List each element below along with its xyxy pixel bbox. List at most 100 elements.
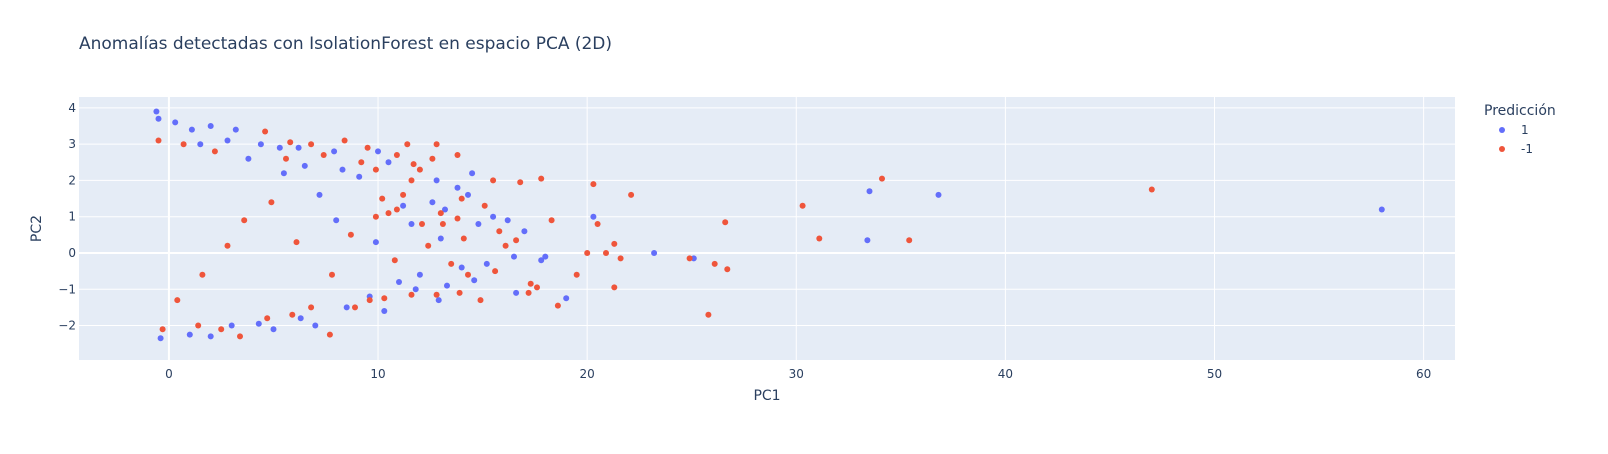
data-point[interactable] — [366, 297, 373, 304]
data-point[interactable] — [381, 308, 388, 314]
data-point[interactable] — [308, 141, 315, 148]
data-point[interactable] — [437, 235, 444, 242]
data-point[interactable] — [611, 284, 618, 291]
data-point[interactable] — [400, 202, 407, 209]
data-point[interactable] — [228, 322, 235, 329]
data-point[interactable] — [864, 237, 871, 244]
data-point[interactable] — [186, 331, 193, 338]
data-point[interactable] — [628, 191, 635, 198]
data-point[interactable] — [199, 271, 206, 278]
data-point[interactable] — [159, 326, 166, 333]
data-point[interactable] — [435, 297, 442, 304]
data-point[interactable] — [153, 108, 160, 115]
data-point[interactable] — [352, 304, 358, 311]
data-point[interactable] — [333, 217, 340, 224]
data-point[interactable] — [477, 297, 484, 304]
data-point[interactable] — [454, 184, 461, 191]
data-point[interactable] — [331, 148, 338, 155]
data-point[interactable] — [690, 255, 697, 262]
data-point[interactable] — [563, 295, 570, 302]
data-point[interactable] — [573, 271, 580, 278]
data-point[interactable] — [295, 144, 302, 151]
data-point[interactable] — [255, 320, 262, 327]
data-point[interactable] — [410, 161, 417, 168]
data-point[interactable] — [490, 177, 497, 184]
data-point[interactable] — [207, 333, 214, 340]
data-point[interactable] — [385, 159, 392, 166]
data-point[interactable] — [935, 191, 942, 198]
data-point[interactable] — [458, 264, 465, 271]
data-point[interactable] — [429, 199, 436, 206]
data-point[interactable] — [372, 166, 379, 173]
data-point[interactable] — [326, 331, 333, 338]
data-point[interactable] — [456, 289, 463, 296]
data-point[interactable] — [224, 137, 231, 144]
data-point[interactable] — [465, 271, 471, 278]
data-point[interactable] — [686, 255, 693, 262]
data-point[interactable] — [437, 210, 444, 217]
data-point[interactable] — [611, 240, 618, 247]
data-point[interactable] — [297, 315, 304, 322]
data-point[interactable] — [465, 191, 471, 198]
data-point[interactable] — [375, 148, 381, 155]
data-point[interactable] — [316, 191, 323, 198]
data-point[interactable] — [416, 166, 423, 173]
data-point[interactable] — [538, 175, 545, 182]
data-point[interactable] — [1378, 206, 1385, 213]
data-point[interactable] — [270, 326, 277, 333]
data-point[interactable] — [404, 141, 411, 148]
data-point[interactable] — [207, 123, 214, 129]
data-point[interactable] — [513, 289, 520, 296]
data-point[interactable] — [391, 257, 398, 264]
data-point[interactable] — [224, 242, 231, 249]
data-point[interactable] — [257, 141, 264, 148]
data-point[interactable] — [312, 322, 319, 329]
data-point[interactable] — [293, 239, 300, 246]
data-point[interactable] — [433, 141, 440, 148]
data-point[interactable] — [241, 217, 248, 224]
data-point[interactable] — [372, 239, 379, 246]
data-point[interactable] — [594, 221, 601, 227]
data-point[interactable] — [502, 242, 509, 249]
data-point[interactable] — [460, 235, 467, 242]
data-point[interactable] — [412, 286, 419, 293]
data-point[interactable] — [188, 126, 195, 133]
data-point[interactable] — [496, 228, 503, 235]
data-points[interactable] — [153, 108, 1385, 342]
data-point[interactable] — [416, 271, 423, 278]
data-point[interactable] — [429, 155, 436, 162]
data-point[interactable] — [525, 289, 532, 296]
data-point[interactable] — [379, 195, 386, 202]
data-point[interactable] — [475, 221, 482, 227]
data-point[interactable] — [381, 295, 388, 302]
data-point[interactable] — [651, 250, 658, 256]
data-point[interactable] — [548, 217, 555, 224]
data-point[interactable] — [517, 179, 524, 186]
data-point[interactable] — [172, 119, 179, 126]
data-point[interactable] — [866, 188, 873, 195]
data-point[interactable] — [232, 126, 239, 133]
data-point[interactable] — [262, 128, 269, 135]
data-point[interactable] — [483, 260, 490, 267]
data-point[interactable] — [385, 210, 392, 217]
data-point[interactable] — [590, 181, 597, 188]
data-point[interactable] — [538, 257, 545, 264]
data-point[interactable] — [492, 268, 499, 275]
data-point[interactable] — [289, 311, 296, 318]
data-point[interactable] — [343, 304, 350, 311]
data-point[interactable] — [724, 266, 731, 273]
data-point[interactable] — [408, 291, 415, 298]
data-point[interactable] — [157, 335, 164, 342]
data-point[interactable] — [155, 115, 162, 122]
data-point[interactable] — [155, 137, 162, 144]
data-point[interactable] — [433, 291, 440, 298]
data-point[interactable] — [276, 144, 283, 151]
data-point[interactable] — [584, 250, 591, 256]
data-point[interactable] — [554, 302, 561, 309]
data-point[interactable] — [617, 255, 624, 262]
data-point[interactable] — [1148, 186, 1155, 193]
data-point[interactable] — [268, 199, 275, 206]
data-point[interactable] — [521, 228, 528, 235]
legend-item[interactable]: -1 — [1499, 142, 1533, 156]
data-point[interactable] — [195, 322, 202, 329]
